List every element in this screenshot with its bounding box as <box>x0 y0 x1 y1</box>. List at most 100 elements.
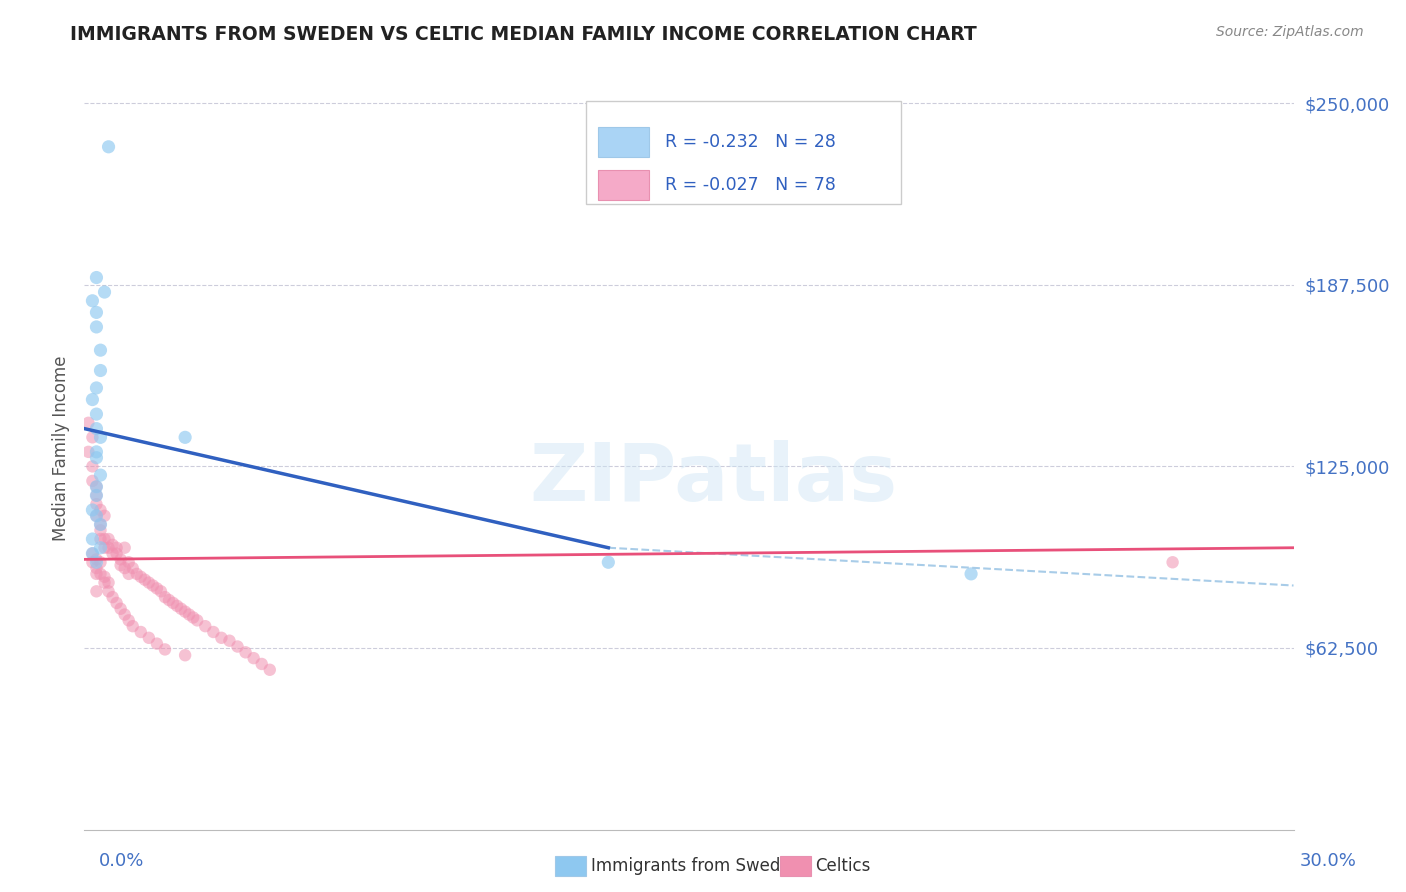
Point <box>110 558 132 573</box>
Point <box>105 547 128 561</box>
Point <box>86 584 108 599</box>
Point <box>93 285 115 299</box>
Point <box>118 555 141 569</box>
Point <box>89 524 111 538</box>
Y-axis label: Median Family Income: Median Family Income <box>52 356 70 541</box>
Point <box>93 508 115 523</box>
Text: R = -0.232   N = 28: R = -0.232 N = 28 <box>665 133 835 151</box>
Point <box>86 450 108 465</box>
Point <box>82 474 104 488</box>
Point <box>179 607 201 622</box>
Point <box>86 488 108 502</box>
Point <box>86 508 108 523</box>
Point <box>86 566 108 581</box>
Point <box>118 566 141 581</box>
Point <box>97 584 120 599</box>
Point <box>89 468 111 483</box>
Text: Celtics: Celtics <box>815 857 870 875</box>
Point <box>186 613 208 627</box>
Point <box>129 570 152 584</box>
Text: Immigrants from Sweden: Immigrants from Sweden <box>591 857 800 875</box>
Point <box>170 601 193 615</box>
Point <box>82 547 104 561</box>
Point <box>86 555 108 569</box>
Point <box>93 575 115 590</box>
Point <box>110 601 132 615</box>
Point <box>174 605 197 619</box>
Point <box>89 363 111 377</box>
Point <box>86 445 108 459</box>
Point <box>138 631 160 645</box>
Point <box>82 459 104 474</box>
Point <box>101 547 124 561</box>
Point <box>89 517 111 532</box>
Point <box>89 555 111 569</box>
Point <box>82 532 104 546</box>
Point <box>242 651 264 665</box>
Point <box>86 552 108 566</box>
Point <box>82 503 104 517</box>
Point <box>146 582 169 596</box>
Point <box>114 607 136 622</box>
Point <box>101 590 124 604</box>
Point <box>209 631 232 645</box>
Text: 0.0%: 0.0% <box>98 852 143 870</box>
Point <box>77 416 100 430</box>
Point <box>960 566 983 581</box>
Point <box>93 541 115 555</box>
FancyBboxPatch shape <box>586 101 901 204</box>
Point <box>82 430 104 444</box>
Point <box>250 657 273 671</box>
Point <box>89 343 111 358</box>
Point <box>146 637 169 651</box>
Point <box>218 633 240 648</box>
Point <box>97 140 120 154</box>
Point <box>134 573 156 587</box>
Point <box>121 561 143 575</box>
Point <box>174 430 197 444</box>
Point <box>1161 555 1184 569</box>
Point <box>118 613 141 627</box>
Point <box>162 596 184 610</box>
Point <box>174 648 197 663</box>
Point <box>89 517 111 532</box>
Point <box>89 503 111 517</box>
Bar <box>599 169 650 201</box>
Point <box>86 407 108 421</box>
Point <box>86 422 108 436</box>
Point <box>86 480 108 494</box>
Point <box>157 593 180 607</box>
Text: R = -0.027   N = 78: R = -0.027 N = 78 <box>665 176 835 194</box>
Point <box>121 619 143 633</box>
Point <box>114 541 136 555</box>
Point <box>194 619 217 633</box>
Point <box>86 508 108 523</box>
Point <box>235 645 257 659</box>
Bar <box>599 127 650 157</box>
Point <box>82 293 104 308</box>
Point <box>101 538 124 552</box>
Point <box>226 640 249 654</box>
Point <box>114 561 136 575</box>
Text: ZIPatlas: ZIPatlas <box>529 440 897 517</box>
Point <box>97 541 120 555</box>
Text: 30.0%: 30.0% <box>1301 852 1357 870</box>
Point <box>93 532 115 546</box>
Point <box>110 552 132 566</box>
Point <box>82 555 104 569</box>
Point <box>97 532 120 546</box>
Point <box>86 561 108 575</box>
Point <box>86 497 108 511</box>
Point <box>93 570 115 584</box>
Point <box>86 381 108 395</box>
Point <box>89 430 111 444</box>
Point <box>86 480 108 494</box>
Point <box>166 599 188 613</box>
Point <box>82 547 104 561</box>
Point <box>202 625 225 640</box>
Point <box>181 610 204 624</box>
Text: Source: ZipAtlas.com: Source: ZipAtlas.com <box>1216 25 1364 39</box>
Point <box>598 555 620 569</box>
Point <box>77 445 100 459</box>
Point <box>259 663 281 677</box>
